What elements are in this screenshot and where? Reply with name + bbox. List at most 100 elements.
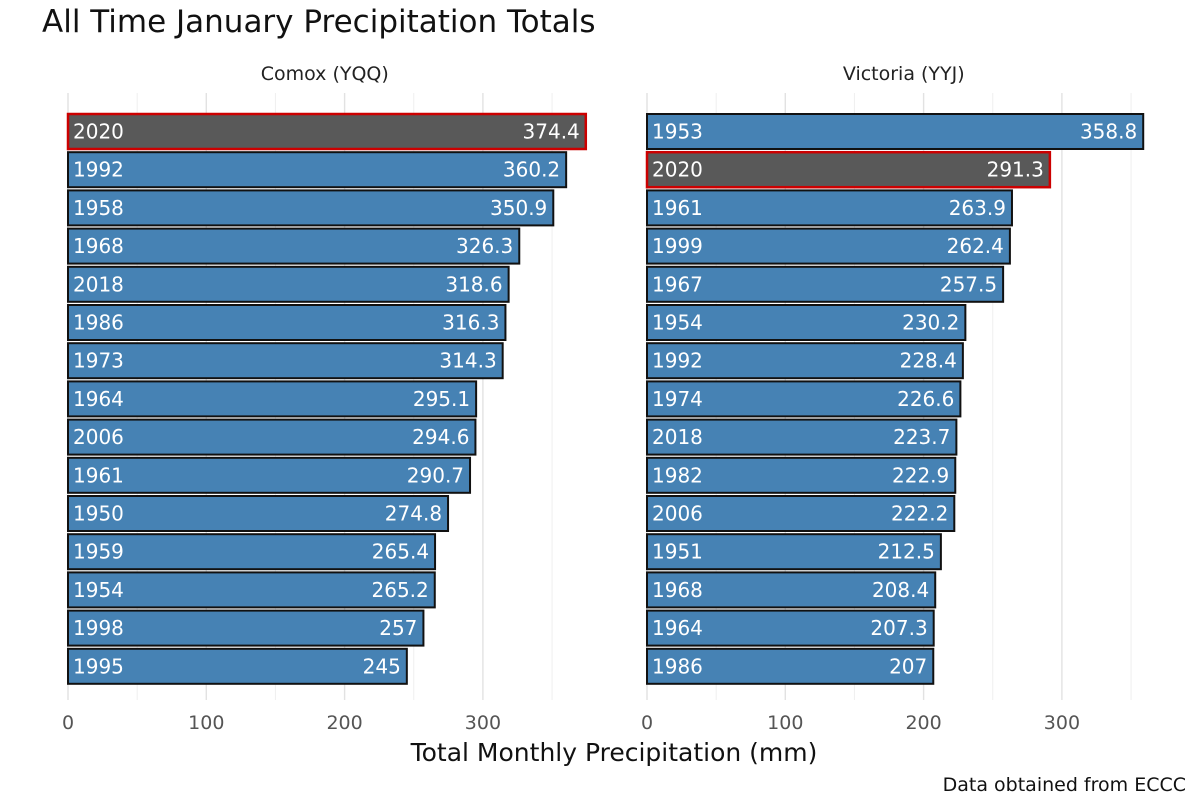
bar xyxy=(646,456,957,494)
x-tick-label: 0 xyxy=(641,712,653,734)
bar-value-label: 290.7 xyxy=(407,463,464,487)
bar-category-label: 1951 xyxy=(652,540,703,564)
bar-category-label: 1958 xyxy=(73,196,124,220)
bar xyxy=(646,265,1005,303)
bar xyxy=(646,495,956,532)
bar xyxy=(646,609,935,647)
bar-category-label: 1992 xyxy=(652,349,703,373)
bar-category-label: 1964 xyxy=(652,616,703,640)
bar-value-label: 318.6 xyxy=(445,272,502,296)
bar xyxy=(67,151,568,189)
bar-category-label: 1992 xyxy=(73,158,124,182)
bar-value-label: 314.3 xyxy=(439,349,496,373)
bar xyxy=(646,647,935,685)
bar-value-label: 262.4 xyxy=(947,234,1004,258)
bar xyxy=(646,418,958,456)
panel-title: Comox (YQQ) xyxy=(261,63,389,85)
bar-category-label: 1968 xyxy=(73,234,124,258)
bar-value-label: 358.8 xyxy=(1080,120,1137,144)
bar xyxy=(646,533,942,571)
bar-value-label: 265.4 xyxy=(372,540,429,564)
bar-category-label: 2020 xyxy=(652,158,703,182)
bar xyxy=(646,380,962,418)
bar xyxy=(646,189,1013,227)
x-tick-label: 300 xyxy=(1044,712,1080,734)
bar-category-label: 1986 xyxy=(73,311,124,335)
bar-value-label: 208.4 xyxy=(872,578,929,602)
bar-value-label: 257.5 xyxy=(940,272,997,296)
bar-value-label: 223.7 xyxy=(893,425,950,449)
bar-highlighted xyxy=(66,112,588,151)
panel-title: Victoria (YYJ) xyxy=(843,63,965,85)
x-tick-label: 300 xyxy=(465,712,501,734)
bar-category-label: 1999 xyxy=(652,234,703,258)
bar xyxy=(67,456,472,494)
bar-category-label: 2018 xyxy=(73,272,124,296)
bar-value-label: 326.3 xyxy=(456,234,513,258)
bar-category-label: 1982 xyxy=(652,463,703,487)
bar xyxy=(646,571,937,609)
bar xyxy=(67,647,408,685)
x-tick-label: 0 xyxy=(62,712,74,734)
bar-value-label: 374.4 xyxy=(523,120,580,144)
bar-category-label: 1950 xyxy=(73,502,124,526)
x-tick-label: 100 xyxy=(188,712,224,734)
facet-panel-2: Victoria (YYJ) 0 100 200 300 1953 358.8 2020 291… xyxy=(641,63,1145,734)
bar-category-label: 1973 xyxy=(73,349,124,373)
bar-value-label: 274.8 xyxy=(385,502,442,526)
bar-category-label: 1961 xyxy=(73,463,124,487)
x-tick-label: 200 xyxy=(905,712,941,734)
bar-category-label: 1953 xyxy=(652,120,703,144)
bar xyxy=(67,342,504,380)
facet-panel-1: Comox (YQQ) 0 100 200 300 2020 374.4 1992 360.2 1… xyxy=(62,63,588,734)
bar-category-label: 1961 xyxy=(652,196,703,220)
bar-category-label: 1998 xyxy=(73,616,124,640)
bar-highlighted xyxy=(645,150,1052,189)
bar xyxy=(67,265,510,303)
x-tick-label: 200 xyxy=(326,712,362,734)
chart-title: All Time January Precipitation Totals xyxy=(42,4,596,40)
bar xyxy=(67,380,478,418)
bar-category-label: 1954 xyxy=(652,311,703,335)
bar-category-label: 1964 xyxy=(73,387,124,411)
bar-category-label: 2018 xyxy=(652,425,703,449)
bar xyxy=(67,227,521,265)
bar-value-label: 212.5 xyxy=(878,540,935,564)
bar xyxy=(67,571,436,609)
bar-value-label: 295.1 xyxy=(413,387,470,411)
bar-category-label: 1959 xyxy=(73,540,124,564)
bar xyxy=(646,227,1011,265)
bar xyxy=(67,418,477,456)
bar-value-label: 316.3 xyxy=(442,311,499,335)
bar-category-label: 2006 xyxy=(652,502,703,526)
bar-value-label: 350.9 xyxy=(490,196,547,220)
bar xyxy=(67,533,437,571)
bar-category-label: 1968 xyxy=(652,578,703,602)
bar-category-label: 1967 xyxy=(652,272,703,296)
bar xyxy=(646,342,964,380)
bar-category-label: 1954 xyxy=(73,578,124,602)
bar xyxy=(67,304,507,341)
bar xyxy=(646,113,1145,150)
bar-value-label: 360.2 xyxy=(503,158,560,182)
bar-value-label: 265.2 xyxy=(372,578,429,602)
bar-value-label: 207 xyxy=(889,654,927,678)
bar xyxy=(67,189,555,227)
x-tick-label: 100 xyxy=(767,712,803,734)
bar-value-label: 294.6 xyxy=(412,425,469,449)
bar-category-label: 1995 xyxy=(73,654,124,678)
bar-value-label: 222.2 xyxy=(891,502,948,526)
bar-value-label: 228.4 xyxy=(900,349,957,373)
bar xyxy=(67,609,425,647)
bar-value-label: 226.6 xyxy=(897,387,954,411)
x-axis-label: Total Monthly Precipitation (mm) xyxy=(410,738,818,767)
bar-category-label: 2020 xyxy=(73,120,124,144)
bar-category-label: 1974 xyxy=(652,387,703,411)
bar-value-label: 207.3 xyxy=(870,616,927,640)
facet-panels: Comox (YQQ) 0 100 200 300 2020 374.4 1992 360.2 1… xyxy=(62,63,1145,734)
bar-value-label: 222.9 xyxy=(892,463,949,487)
bar-value-label: 230.2 xyxy=(902,311,959,335)
bar xyxy=(67,495,450,532)
bar-value-label: 257 xyxy=(379,616,417,640)
